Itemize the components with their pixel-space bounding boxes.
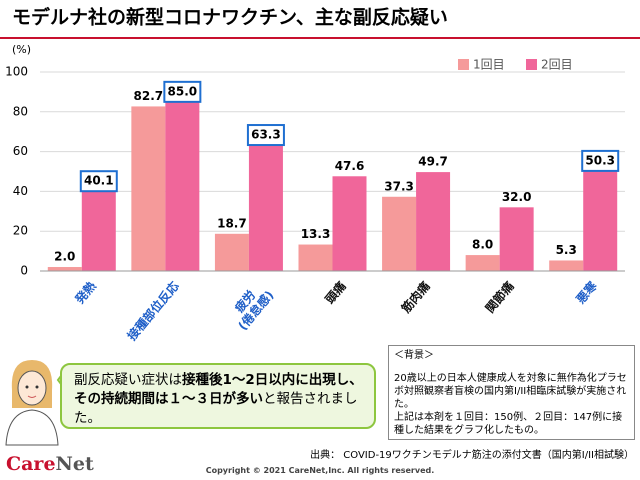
callout-text: 副反応疑い症状は <box>74 372 182 388</box>
logo-part: Care <box>6 453 56 475</box>
value-label: 85.0 <box>168 84 198 98</box>
logo: CareNet <box>6 453 94 475</box>
eye <box>35 385 39 389</box>
background-box: ＜背景＞ 20歳以上の日本人健康成人を対象に無作為化プラセボ対照観察者盲検の国内… <box>388 345 635 440</box>
label-box <box>163 80 202 103</box>
bar <box>332 176 367 271</box>
legend-label: 2回目 <box>541 58 573 72</box>
y-tick-label: 0 <box>20 264 28 278</box>
value-label: 82.7 <box>134 89 164 103</box>
value-label: 2.0 <box>54 250 75 264</box>
face <box>17 370 47 406</box>
person-icon <box>5 360 65 446</box>
bar <box>47 267 82 271</box>
logo-part: Net <box>55 453 94 475</box>
value-label: 5.3 <box>556 243 577 257</box>
value-label: 40.1 <box>84 174 114 188</box>
legend-label: 1回目 <box>473 58 505 72</box>
bar <box>416 172 451 271</box>
eye <box>25 385 29 389</box>
y-tick-label: 20 <box>13 224 28 238</box>
background-line: 上記は本剤を１回目：150例、２回目：147例に接種した結果をグラフ化したもの。 <box>394 412 623 436</box>
background-line: 20歳以上の日本人健康成人を対象に無作為化プラセボ対照観察者盲検の国内第I/II… <box>394 373 627 410</box>
copyright: Copyright © 2021 CareNet,Inc. All rights… <box>205 466 435 475</box>
bar <box>165 101 200 271</box>
chart: モデルナ社の新型コロナワクチン、主な副反応疑い (%) 0 20 40 60 80 100… <box>0 6 640 278</box>
y-tick-label: 100 <box>5 65 28 79</box>
bar <box>248 145 283 271</box>
label-box <box>246 124 285 147</box>
bar <box>465 255 500 271</box>
mouth <box>27 395 37 398</box>
y-tick-label: 80 <box>13 104 28 118</box>
chart-title: モデルナ社の新型コロナワクチン、主な副反応疑い <box>12 6 448 29</box>
value-label: 37.3 <box>384 179 414 193</box>
value-label: 13.3 <box>301 227 331 241</box>
value-label: 49.7 <box>418 155 448 169</box>
bar <box>382 196 417 271</box>
callout-text: と報告されました。 <box>74 391 358 426</box>
bar <box>131 106 166 271</box>
value-label: 18.7 <box>217 216 247 230</box>
value-label: 63.3 <box>251 128 281 142</box>
y-tick-label: 60 <box>13 144 28 158</box>
callout: 副反応疑い症状は接種後1～2日以内に出現し、その持続期間は１～３日が多いと報告さ… <box>60 363 376 429</box>
legend-swatch <box>526 59 537 70</box>
label-box <box>581 149 620 172</box>
value-label: 47.6 <box>335 159 365 173</box>
callout-text: 接種後1～2日以内に出現し、その持続期間は１～３日が多い <box>74 372 363 407</box>
value-label: 32.0 <box>502 190 532 204</box>
legend-swatch <box>458 59 469 70</box>
background-heading: ＜背景＞ <box>394 350 434 361</box>
bar <box>81 191 116 271</box>
label-box <box>79 170 118 193</box>
bar <box>499 207 534 271</box>
bar <box>214 233 249 271</box>
y-tick-label: 40 <box>13 184 28 198</box>
value-label: 50.3 <box>585 153 615 167</box>
bar <box>298 244 333 271</box>
source: 出典： COVID-19ワクチンモデルナ筋注の添付文書（国内第I/II相試験） <box>310 450 634 461</box>
bar <box>583 170 618 271</box>
value-label: 8.0 <box>472 238 493 252</box>
body <box>5 409 59 446</box>
y-axis-label: (%) <box>12 43 31 56</box>
bar <box>549 260 584 271</box>
